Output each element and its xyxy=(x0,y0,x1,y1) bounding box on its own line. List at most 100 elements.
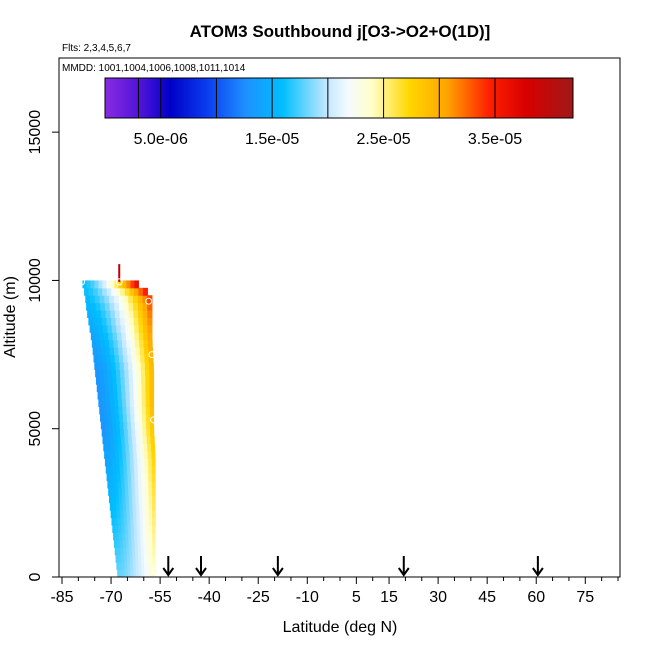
heatmap-cell xyxy=(106,280,111,289)
heatmap-cell xyxy=(107,324,113,333)
heatmap-cell xyxy=(100,302,106,311)
heatmap-cell xyxy=(126,406,131,415)
heatmap-cell xyxy=(125,443,130,452)
chart-title: ATOM3 Southbound j[O3->O2+O(1D)] xyxy=(190,22,491,41)
heatmap-cell xyxy=(133,391,139,400)
heatmap-cell xyxy=(103,332,109,341)
heatmap-cell xyxy=(102,324,108,333)
heatmap-cell xyxy=(109,436,115,445)
heatmap-cell xyxy=(131,532,135,541)
heatmap-cell xyxy=(141,391,147,400)
heatmap-cell xyxy=(94,361,100,370)
heatmap-cell xyxy=(123,465,128,474)
heatmap-cell xyxy=(119,361,125,370)
heatmap-cell xyxy=(120,436,126,445)
heatmap-cell xyxy=(146,421,151,430)
heatmap-cell xyxy=(125,384,130,393)
heatmap-cell xyxy=(122,569,126,578)
heatmap-cell xyxy=(101,317,108,326)
heatmap-cell xyxy=(85,295,91,304)
heatmap-cell xyxy=(136,361,142,370)
heatmap-cell xyxy=(129,317,135,326)
heatmap-cell xyxy=(130,413,135,422)
heatmap-cell xyxy=(139,443,145,452)
heatmap-cell xyxy=(114,517,119,526)
heatmap-cell xyxy=(144,354,150,363)
heatmap-cell xyxy=(124,310,130,318)
heatmap-cell xyxy=(111,369,117,378)
latitude-arrows xyxy=(162,556,544,577)
heatmap-cell xyxy=(100,421,106,430)
heatmap-cell xyxy=(145,384,151,393)
heatmap-cell xyxy=(99,332,105,341)
heatmap-cell xyxy=(145,495,150,504)
heatmap-cell xyxy=(119,458,124,467)
heatmap-cell xyxy=(148,473,153,482)
heatmap-cell xyxy=(128,361,133,370)
heatmap-cell xyxy=(105,428,110,437)
latitude-arrow xyxy=(162,556,175,577)
heatmap-cell xyxy=(125,399,131,407)
y-tick-label: 0 xyxy=(27,572,44,581)
heatmap-cell xyxy=(113,339,119,348)
heatmap-cell xyxy=(151,495,156,504)
heatmap-cell xyxy=(117,436,122,445)
heatmap-cell xyxy=(132,361,137,370)
heatmap-cell xyxy=(130,280,135,289)
heatmap-cell xyxy=(135,502,140,511)
heatmap-cell xyxy=(112,495,117,504)
heatmap-cell xyxy=(107,480,112,489)
heatmap-cell xyxy=(140,547,145,556)
heatmap-cell xyxy=(112,332,118,341)
heatmap-cell xyxy=(119,532,123,541)
heatmap-cell xyxy=(117,480,122,489)
x-tick-label: -85 xyxy=(50,589,73,606)
heatmap-cell xyxy=(135,488,139,496)
heatmap-cell xyxy=(109,465,114,474)
heatmap-cell xyxy=(95,302,101,311)
heatmap-cell xyxy=(139,525,144,534)
heatmap-cell xyxy=(118,347,124,356)
heatmap-cell xyxy=(118,450,123,459)
heatmap-cell xyxy=(152,517,156,526)
heatmap-cell xyxy=(141,384,146,393)
heatmap-cell xyxy=(110,399,115,407)
heatmap-cell xyxy=(145,517,150,526)
heatmap-cell xyxy=(128,488,133,496)
heatmap-cell xyxy=(117,443,123,452)
heatmap-cell xyxy=(144,465,149,474)
heatmap-cell xyxy=(145,510,150,519)
heatmap-cell xyxy=(148,488,153,496)
heatmap-cell xyxy=(142,295,148,304)
heatmap-cell xyxy=(100,384,106,393)
heatmap-cell xyxy=(142,502,146,511)
heatmap-cell xyxy=(92,317,98,326)
heatmap-cell xyxy=(141,562,145,571)
heatmap-cell xyxy=(127,473,132,482)
arrow-head xyxy=(162,567,175,577)
heatmap-cell xyxy=(133,384,138,393)
heatmap-cell xyxy=(89,324,95,333)
heatmap-cell xyxy=(146,562,151,571)
heatmap-cell xyxy=(130,458,135,467)
heatmap-cell xyxy=(120,287,126,296)
heatmap-cell xyxy=(120,324,126,333)
heatmap-cell xyxy=(113,539,118,548)
heatmap-cell xyxy=(149,532,153,541)
heatmap-cell xyxy=(146,554,151,563)
heatmap-cell xyxy=(132,436,137,445)
heatmap-cell xyxy=(128,295,134,304)
heatmap-cell xyxy=(135,562,140,571)
heatmap-cell xyxy=(149,399,155,407)
heatmap-cell xyxy=(116,376,122,385)
heatmap-cell xyxy=(138,317,144,326)
heatmap-cell xyxy=(129,554,134,563)
heatmap-cell xyxy=(91,339,97,348)
heatmap-cell xyxy=(134,547,139,556)
heatmap-cell xyxy=(130,332,135,341)
heatmap-cell xyxy=(122,280,127,289)
heatmap-cell xyxy=(125,495,130,504)
heatmap-cell xyxy=(115,287,121,296)
heatmap-cell xyxy=(149,406,155,415)
heatmap-cell xyxy=(129,502,134,511)
